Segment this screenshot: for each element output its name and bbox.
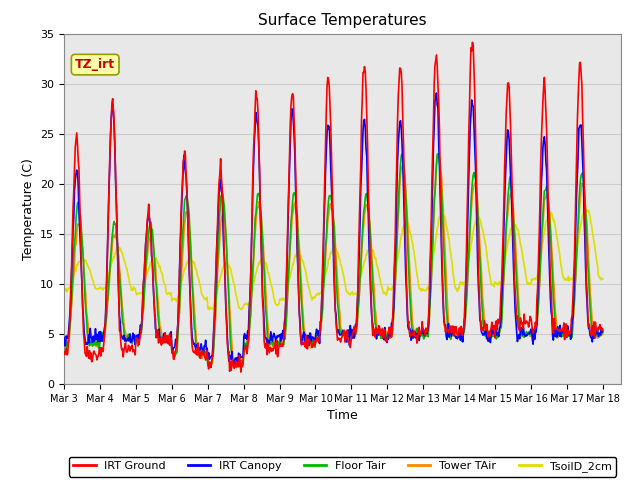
- Title: Surface Temperatures: Surface Temperatures: [258, 13, 427, 28]
- Text: TZ_irt: TZ_irt: [75, 58, 115, 71]
- Y-axis label: Temperature (C): Temperature (C): [22, 158, 35, 260]
- X-axis label: Time: Time: [327, 409, 358, 422]
- Legend: IRT Ground, IRT Canopy, Floor Tair, Tower TAir, TsoilD_2cm: IRT Ground, IRT Canopy, Floor Tair, Towe…: [69, 457, 616, 477]
